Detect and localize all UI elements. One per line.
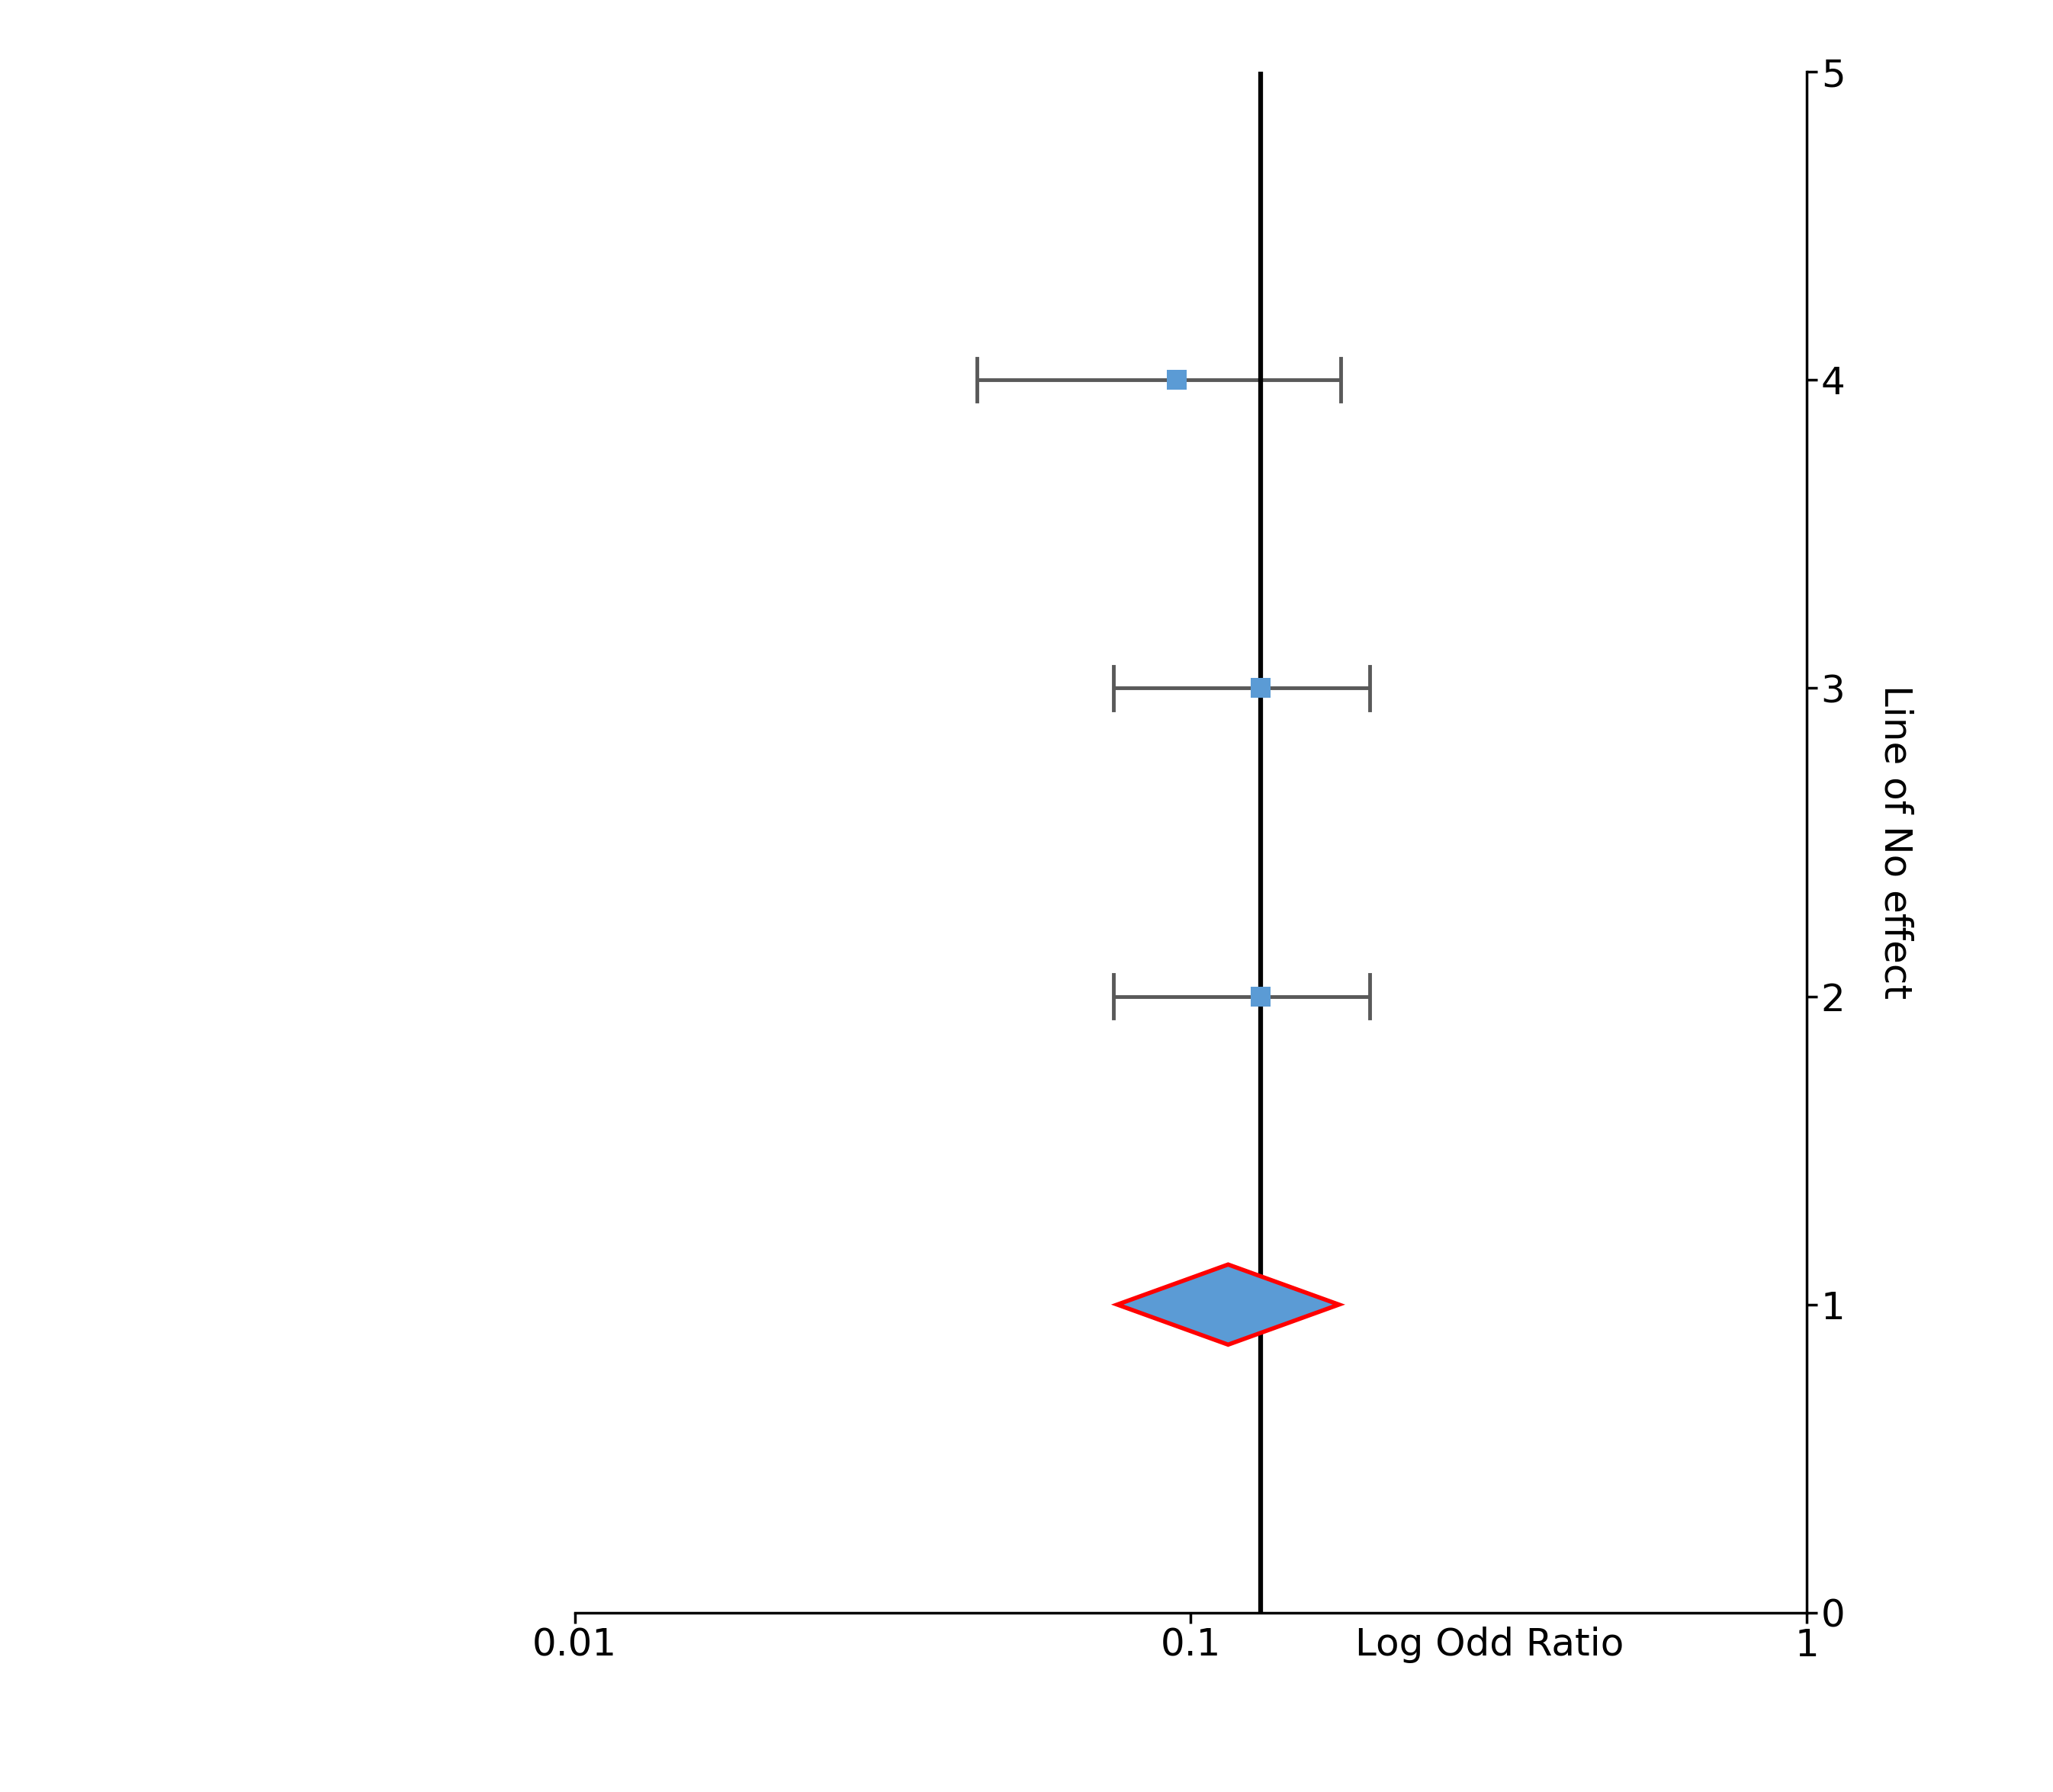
Y-axis label: Line of No effect: Line of No effect [1876, 685, 1913, 1000]
Point [1244, 982, 1277, 1011]
Polygon shape [1117, 1265, 1339, 1344]
Point [1244, 674, 1277, 702]
Point [1160, 366, 1193, 394]
Text: Log Odd Ratio: Log Odd Ratio [1355, 1627, 1624, 1663]
